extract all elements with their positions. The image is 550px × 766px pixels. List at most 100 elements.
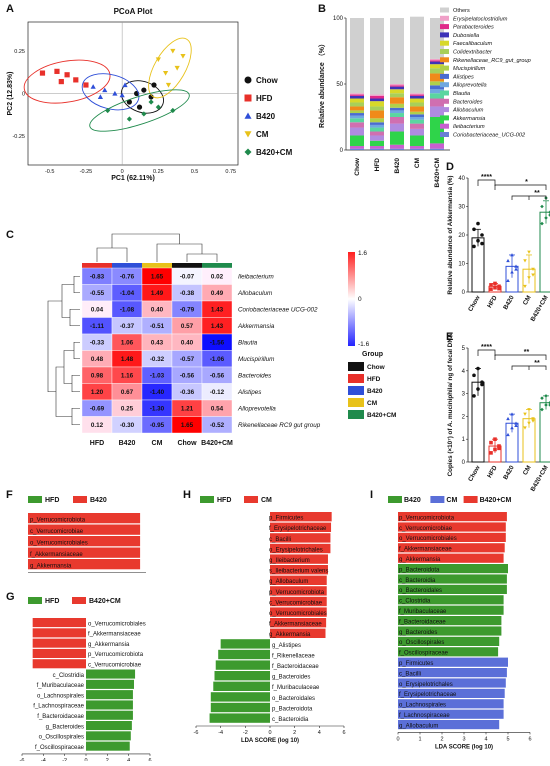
I-lda-bar (398, 553, 504, 563)
D-point (527, 250, 531, 254)
stack-bar-segment (410, 111, 424, 115)
F-lda-bar (28, 559, 141, 570)
E-xtick: CM (522, 465, 533, 477)
panel-label-H: H (183, 489, 191, 501)
D-ytick: 30 (458, 205, 465, 211)
E-point (514, 423, 518, 427)
F-lda-label: g_Akkermansia (30, 563, 72, 569)
stack-bar-segment (350, 106, 364, 111)
pcoa-legend-marker (244, 131, 252, 138)
I-lda-label: f_Muribaculaceae (399, 609, 447, 615)
E-sig-bracket (477, 349, 496, 356)
H-lda-bar (213, 681, 270, 691)
E-point (506, 416, 510, 421)
stack-bar-segment (370, 110, 384, 119)
E-bar (539, 402, 550, 463)
G-lda-bar (86, 710, 133, 720)
H-lda-tick: -2 (243, 730, 248, 736)
pcoa-point (148, 94, 154, 100)
G-lda-label: f_Bacteroidaceae (37, 714, 84, 720)
heatmap-group-bar (142, 263, 172, 268)
stack-bar-segment (430, 73, 444, 82)
G-lda-bar (86, 721, 132, 731)
stack-bar-segment (410, 106, 424, 112)
E-sig-label: **** (481, 344, 492, 351)
D-point (523, 259, 527, 263)
I-legend-label: B420 (404, 497, 421, 504)
heatmap-cell-value: -0.38 (180, 290, 195, 297)
H-lda-tick: 0 (268, 730, 271, 736)
H-lda-label: c_Bacteroidia (272, 717, 309, 723)
I-lda-tick: 6 (528, 736, 531, 742)
heatmap-legend-swatch (348, 410, 364, 419)
stack-ytick: 50 (336, 82, 343, 88)
H-lda-bar (270, 596, 327, 607)
stack-bar-segment (430, 93, 444, 99)
D-xtick: B420+CM (529, 295, 549, 323)
I-lda-label: o_Oscillospirales (399, 640, 444, 646)
pcoa-point (105, 107, 111, 114)
D-point (472, 227, 476, 232)
pcoa-title: PCoA Plot (114, 7, 153, 16)
heatmap-legend-label: B420+CM (367, 412, 396, 419)
H-lda-bar (214, 671, 270, 681)
G-lda-bar (86, 690, 133, 700)
E-point (527, 408, 531, 412)
pcoa-ytick: -0.25 (12, 134, 25, 140)
pcoa-legend-label: CM (256, 130, 269, 139)
I-lda-bar (398, 616, 502, 626)
pcoa-point (97, 94, 104, 99)
I-lda-bar (398, 605, 504, 615)
stack-legend-label: Parabacteroides (453, 25, 494, 31)
stack-bar-segment (350, 95, 364, 99)
H-lda-label: o_Bacteroidales (272, 696, 315, 702)
E-point (506, 432, 510, 437)
stack-legend-swatch (440, 98, 449, 104)
stack-bar-segment (430, 117, 444, 144)
stack-bar-segment (370, 127, 384, 132)
stack-bar-segment (350, 102, 364, 107)
G-lda-label: o_Lachnospirales (37, 693, 84, 699)
pcoa-point (122, 82, 128, 88)
pcoa-point (151, 82, 157, 88)
heatmap-row-dendrogram (71, 407, 80, 426)
D-point (489, 287, 493, 291)
I-lda-bar (398, 657, 508, 667)
G-legend-swatch (28, 597, 42, 604)
H-lda-bar (270, 512, 332, 522)
I-lda-label: c_Clostridia (399, 599, 431, 605)
D-ytick: 20 (458, 233, 465, 239)
I-lda-label: f_Erysipelotrichaceae (399, 692, 457, 698)
stack-legend-swatch (440, 123, 449, 129)
I-lda-label: g_Akkermansia (399, 557, 441, 563)
heatmap-cell-value: -0.83 (90, 274, 105, 281)
E-ytick: 5 (462, 346, 466, 352)
D-xtick: CM (522, 295, 533, 307)
stack-legend-label: Colidextribacter (453, 50, 493, 56)
heatmap-cell-value: 0.40 (181, 340, 194, 347)
G-lda-label: o_Verrucomicrobiales (88, 621, 146, 627)
E-point (510, 426, 514, 430)
stack-ylabel: Relative abundance （%） (318, 40, 326, 128)
E-sig-label: ** (524, 349, 530, 356)
heatmap-legend-label: B420 (367, 388, 383, 395)
E-xtick: B420 (502, 464, 516, 481)
heatmap-cell-value: 1.06 (121, 340, 134, 347)
I-lda-bar (398, 647, 499, 657)
stack-bar-segment (430, 60, 444, 62)
D-point (510, 253, 514, 257)
heatmap-col-dendrogram (111, 233, 180, 248)
stack-legend-label: Alistipes (452, 74, 474, 80)
stack-bar-segment (390, 97, 404, 104)
H-lda-bar (270, 565, 328, 575)
stack-legend-label: Coriobacteriaceae_UCG-002 (453, 133, 526, 139)
D-point (497, 286, 501, 291)
pcoa-xtick: -0.25 (80, 169, 93, 175)
pcoa-point (162, 70, 169, 76)
heatmap-scale-tick: 0 (358, 296, 362, 303)
E-point (497, 444, 501, 448)
F-lda-bar (28, 547, 141, 558)
E-ytick: 3 (462, 392, 466, 398)
heatmap-row-label: Mucispirillum (238, 356, 274, 363)
heatmap-cell-value: 0.12 (91, 422, 104, 429)
